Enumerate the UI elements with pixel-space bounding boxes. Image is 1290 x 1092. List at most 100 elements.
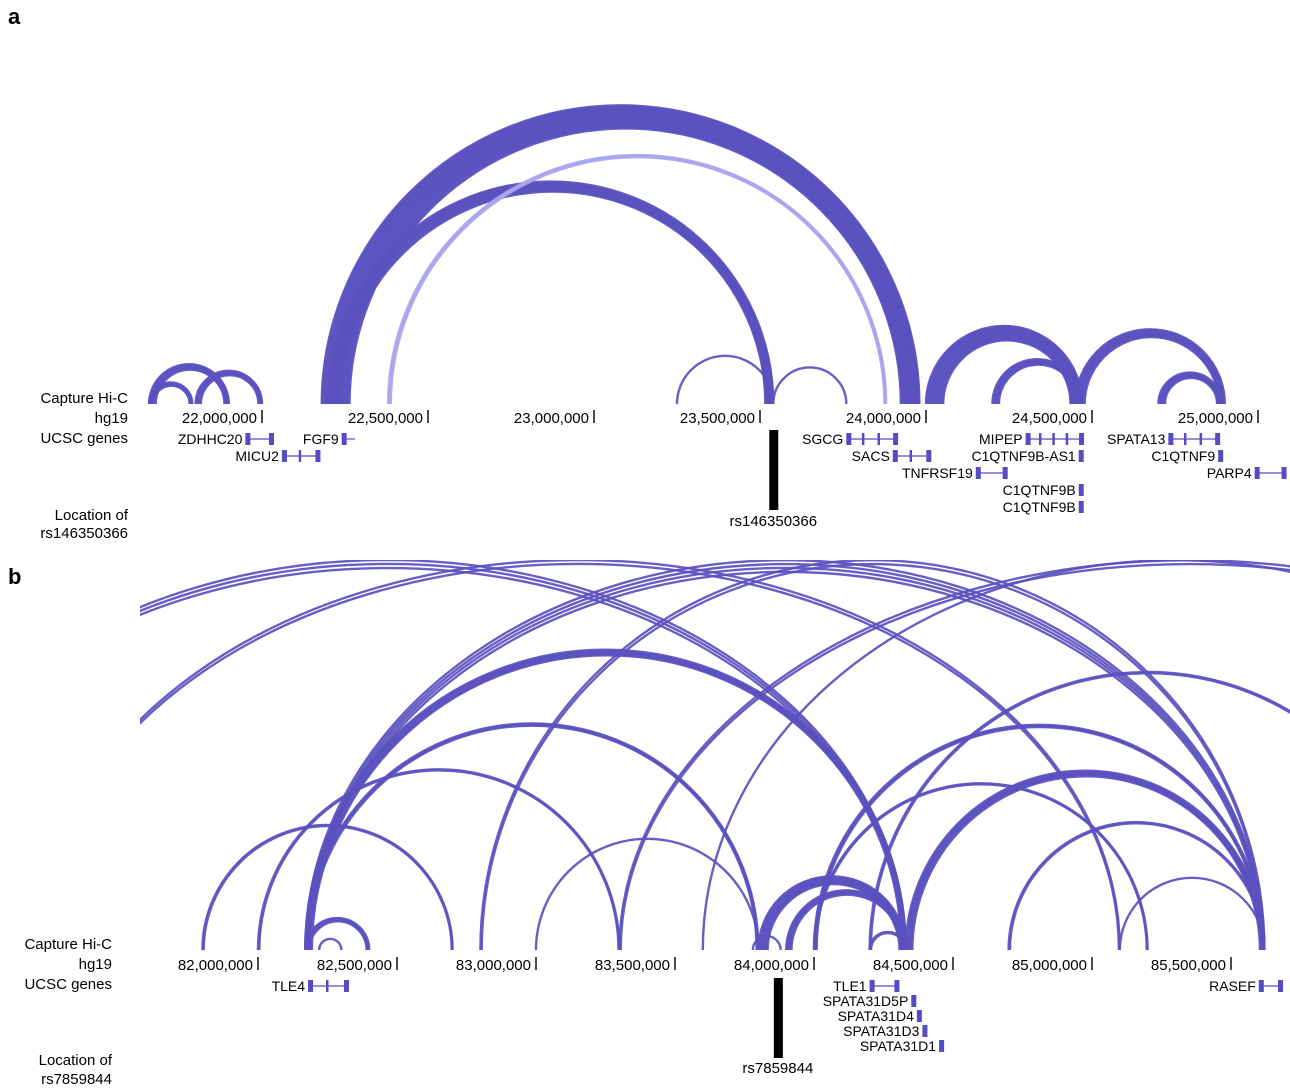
gene-exon xyxy=(308,980,314,992)
gene-exon xyxy=(245,433,251,445)
interaction-arc xyxy=(333,115,912,405)
interaction-arc xyxy=(869,931,907,951)
gene-model: PARP4 xyxy=(1207,465,1287,481)
gene-model: TLE1 xyxy=(833,978,900,994)
interaction-arc xyxy=(1076,330,1225,405)
gene-exon xyxy=(1278,980,1284,992)
interaction-arc xyxy=(320,104,921,405)
gene-label: TLE1 xyxy=(833,978,867,994)
panel-a: a 22,000,000 22,500,000 23,000,000 23,500,0… xyxy=(8,4,1287,542)
snp-marker xyxy=(769,430,779,510)
gene-label: TLE4 xyxy=(272,978,306,994)
interaction-arc xyxy=(335,116,911,405)
gene-exon xyxy=(1168,433,1174,445)
capture-hic-label: Capture Hi-C xyxy=(24,936,112,953)
gene-label: SGCG xyxy=(802,431,843,447)
interaction-arc xyxy=(202,824,453,951)
ucsc-genes-label: UCSC genes xyxy=(40,430,128,447)
gene-exon xyxy=(1002,467,1008,479)
gene-exon xyxy=(1254,467,1260,479)
interaction-arc xyxy=(1075,329,1226,405)
interaction-arc xyxy=(1074,328,1226,405)
interaction-arc xyxy=(904,769,1266,951)
gene-exon xyxy=(1065,433,1069,445)
interaction-arc xyxy=(306,724,758,951)
location-label-line1: Location of xyxy=(38,1052,112,1069)
gene-label: RASEF xyxy=(1209,978,1256,994)
gene-model: SPATA13 xyxy=(1107,431,1221,447)
interaction-arc xyxy=(815,725,1264,951)
gene-exon xyxy=(939,1040,945,1052)
gene-exon xyxy=(1258,980,1264,992)
axis-tick-label: 22,000,000 xyxy=(182,410,257,427)
interaction-arc xyxy=(1079,332,1223,405)
snp-marker xyxy=(773,978,783,1058)
interaction-arc xyxy=(324,107,918,405)
interaction-arc xyxy=(701,560,1290,951)
interaction-arc xyxy=(907,771,1264,951)
interaction-arc xyxy=(480,562,1265,951)
interaction-arc xyxy=(911,774,1262,951)
panel-letter: a xyxy=(8,4,21,29)
interaction-arc xyxy=(759,877,906,951)
interaction-arc xyxy=(1078,331,1224,405)
gene-exon xyxy=(1218,450,1224,462)
gene-label: SPATA13 xyxy=(1107,431,1166,447)
location-label-line1: Location of xyxy=(54,507,128,524)
interaction-arc xyxy=(258,769,620,951)
interaction-arc xyxy=(306,566,1264,951)
gene-label: SPATA31D3 xyxy=(843,1023,919,1039)
interaction-arc xyxy=(479,560,1266,951)
location-label-line2: rs146350366 xyxy=(40,525,128,542)
gene-label: PARP4 xyxy=(1207,465,1252,481)
gene-exon xyxy=(1079,433,1085,445)
interaction-arc xyxy=(618,560,1290,951)
interaction-arc xyxy=(389,156,886,405)
gene-model: SPATA31D1 xyxy=(860,1038,945,1054)
interaction-arc xyxy=(534,837,760,951)
interaction-arc xyxy=(321,105,920,405)
gene-model: MIPEP xyxy=(979,431,1085,447)
gene-label: C1QTNF9 xyxy=(1151,448,1215,464)
interaction-arc xyxy=(1008,822,1265,951)
interaction-arc xyxy=(675,354,775,405)
ucsc-genes-label: UCSC genes xyxy=(24,976,112,993)
gene-exon xyxy=(1078,450,1084,462)
interaction-arc xyxy=(344,123,905,405)
gene-model: C1QTNF9B-AS1 xyxy=(971,448,1084,464)
interaction-arc xyxy=(308,570,1263,951)
interaction-arc xyxy=(304,560,1266,951)
gene-exon xyxy=(1199,433,1203,445)
gene-exon xyxy=(1183,433,1187,445)
gene-model: SPATA31D3 xyxy=(843,1023,928,1039)
gene-exon xyxy=(861,433,865,445)
interaction-arc xyxy=(758,876,907,951)
gene-label: ZDHHC20 xyxy=(178,431,243,447)
gene-exon xyxy=(343,980,349,992)
interaction-arc xyxy=(868,670,1290,951)
gene-model: ZDHHC20 xyxy=(178,431,274,447)
axis-tick-label: 84,500,000 xyxy=(873,957,948,974)
gene-model: TNFRSF19 xyxy=(902,465,1008,481)
interaction-arcs xyxy=(147,104,1226,405)
axis-tick-label: 83,000,000 xyxy=(456,957,531,974)
axis-tick-label: 85,000,000 xyxy=(1012,957,1087,974)
interaction-arc xyxy=(140,560,907,951)
interaction-arc xyxy=(140,562,1121,951)
interaction-arc xyxy=(340,120,908,405)
gene-label: MICU2 xyxy=(235,448,279,464)
axis-tick-label: 22,500,000 xyxy=(348,410,423,427)
interaction-arc xyxy=(323,106,919,405)
interaction-arc xyxy=(905,770,1265,951)
gene-exon xyxy=(869,980,875,992)
gene-exon xyxy=(892,450,898,462)
interaction-arc xyxy=(1163,376,1219,405)
interaction-arc xyxy=(199,374,260,405)
gene-exon xyxy=(1281,467,1287,479)
axis-tick-label: 24,500,000 xyxy=(1012,410,1087,427)
gene-model: SGCG xyxy=(802,431,899,447)
interaction-arc xyxy=(785,889,907,951)
interaction-arc xyxy=(772,366,848,405)
gene-exon xyxy=(268,433,274,445)
gene-label: SPATA31D1 xyxy=(860,1038,936,1054)
